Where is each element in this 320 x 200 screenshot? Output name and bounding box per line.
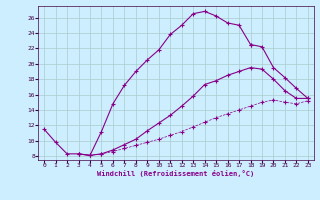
X-axis label: Windchill (Refroidissement éolien,°C): Windchill (Refroidissement éolien,°C) [97,170,255,177]
